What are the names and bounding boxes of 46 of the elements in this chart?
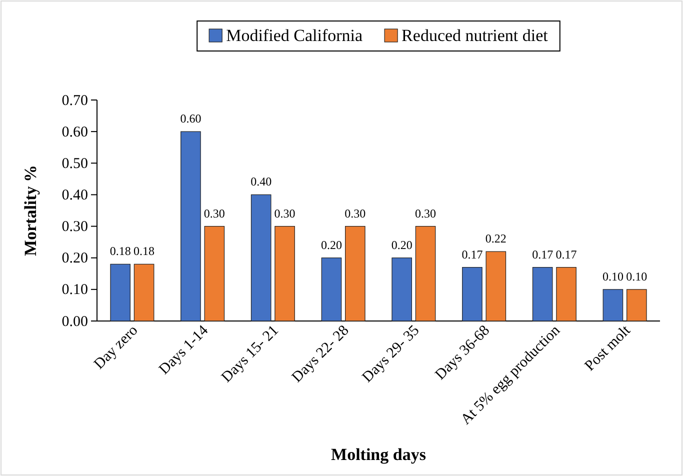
data-label: 0.17 [462,247,483,262]
bar [556,267,576,322]
data-label: 0.17 [556,247,577,262]
data-label: 0.30 [204,206,225,220]
bar [274,226,295,322]
y-tick-label: 0.00 [62,314,88,330]
data-label: 0.60 [180,112,202,126]
bar [204,226,225,322]
data-label: 0.20 [320,238,342,252]
bar [134,264,154,322]
data-label: 0.17 [532,247,554,262]
bar [532,267,553,322]
x-axis-title: Molting days [331,445,426,464]
bar [345,226,366,322]
data-label: 0.30 [344,206,366,220]
bar [392,258,412,322]
bar [626,289,647,322]
bar [110,264,130,322]
bar [602,289,624,322]
data-label: 0.40 [250,174,272,189]
data-label: 0.10 [602,269,624,284]
x-tick-label: Post molt [582,322,634,374]
bar [180,131,201,322]
y-tick-label: 0.40 [62,188,88,204]
y-tick-label: 0.20 [62,250,88,267]
data-label: 0.30 [274,206,296,220]
bar [486,251,506,322]
y-axis-title: Mortality % [21,164,40,256]
y-tick-label: 0.10 [62,282,88,298]
y-tick-label: 0.50 [62,156,88,172]
y-tick-label: 0.70 [62,92,88,109]
data-label: 0.22 [485,232,506,246]
bar [462,267,482,322]
legend-label: Reduced nutrient diet [402,26,548,45]
y-tick-label: 0.60 [62,124,88,140]
legend-label: Modified California [226,26,363,45]
data-label: 0.10 [626,269,648,284]
data-label: 0.20 [391,238,412,252]
bar [250,194,272,322]
data-label: 0.18 [134,244,155,258]
bar [415,226,436,322]
y-tick-label: 0.30 [62,219,88,236]
x-tick-label: Day zero [91,322,142,373]
bar [321,258,342,322]
data-label: 0.30 [415,206,436,220]
data-label: 0.18 [110,244,131,258]
